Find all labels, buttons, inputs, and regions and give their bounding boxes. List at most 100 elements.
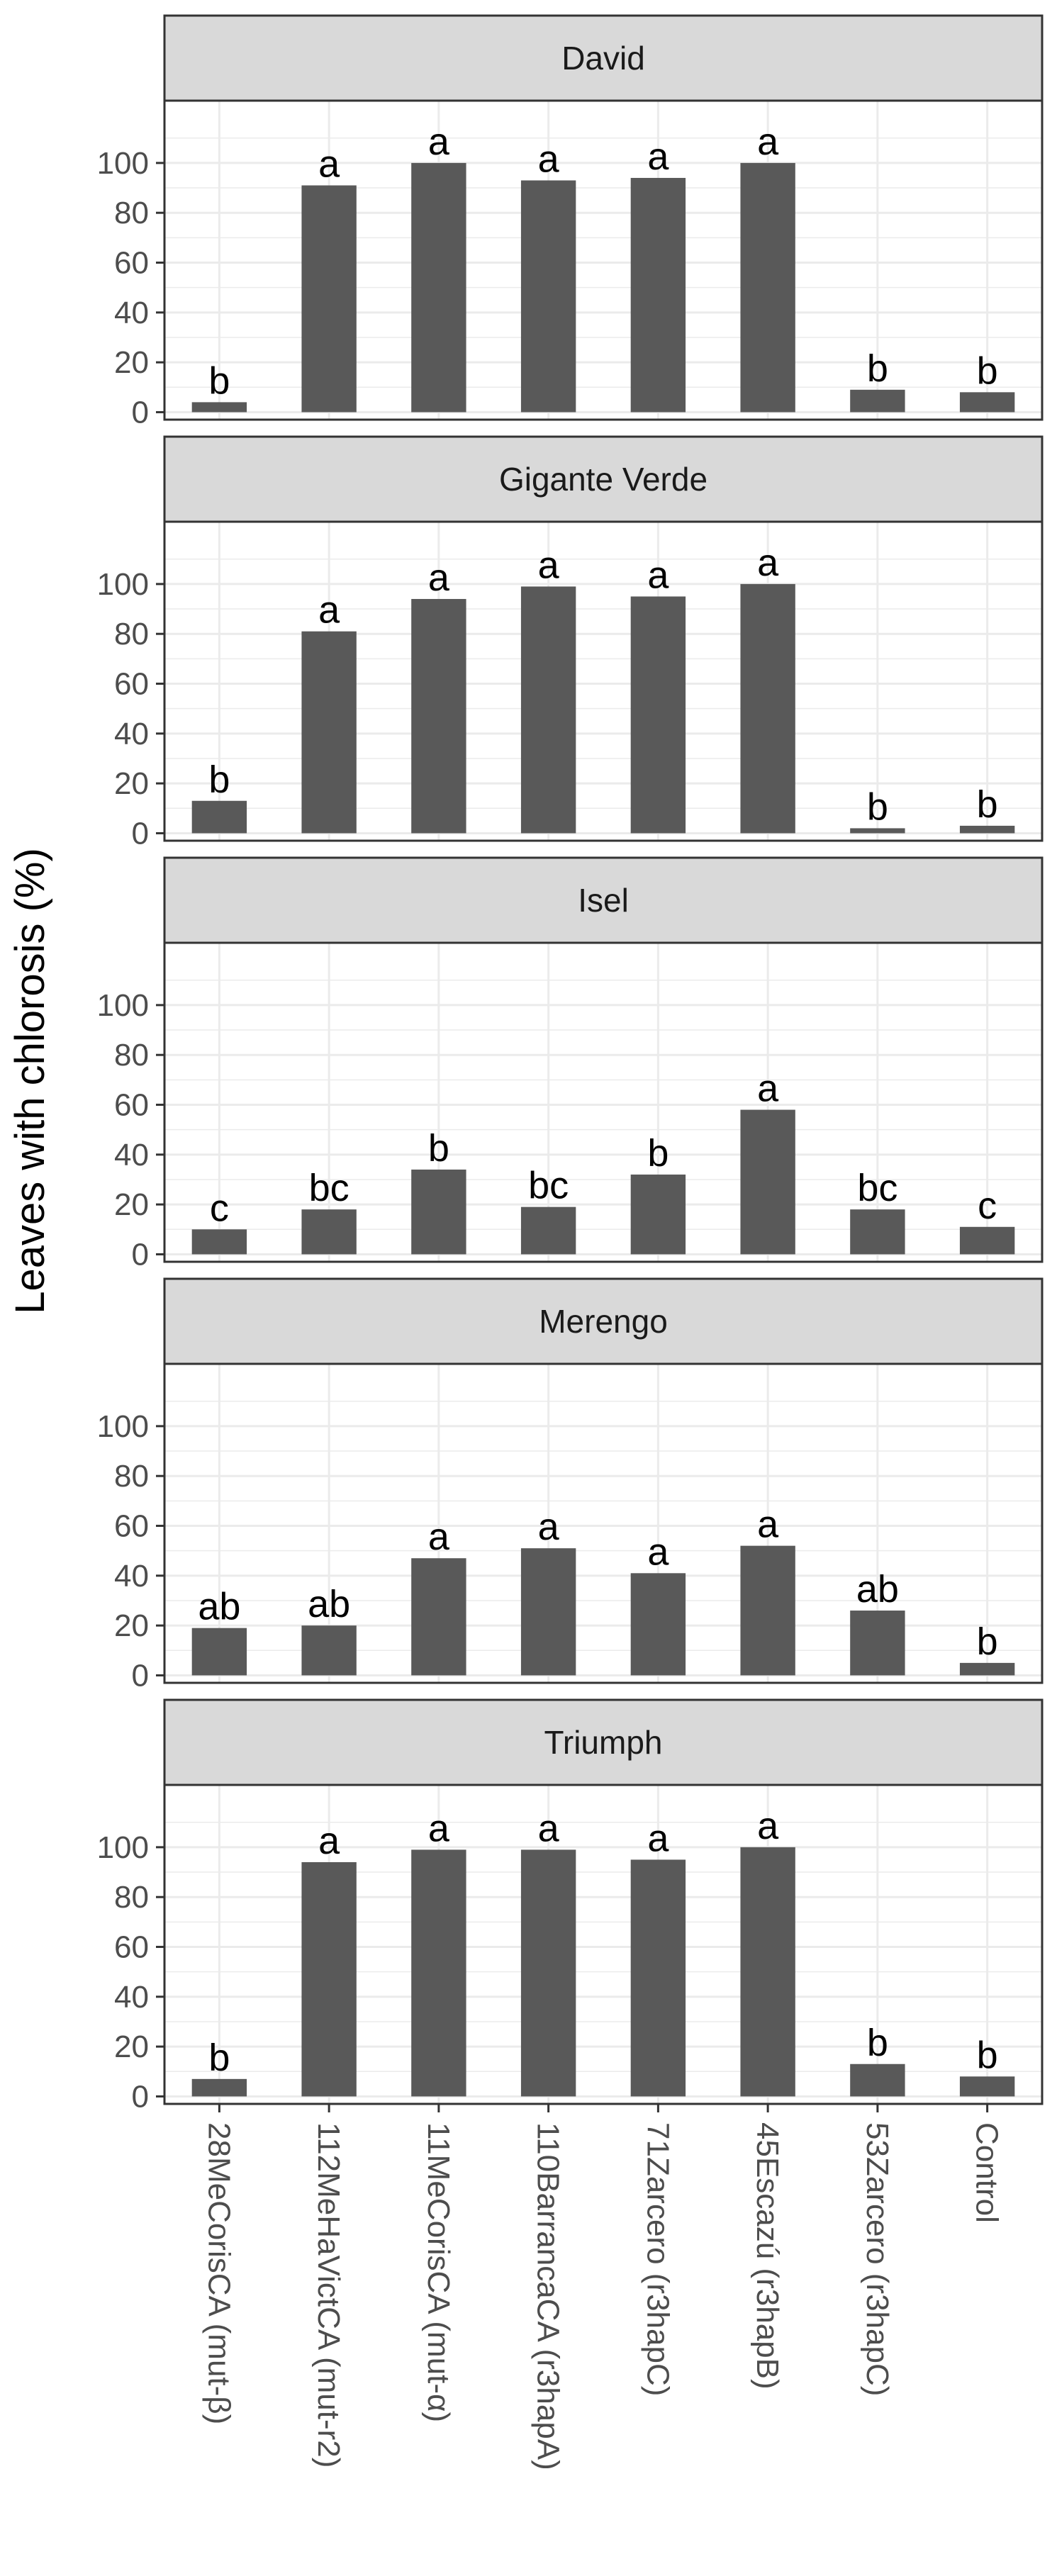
significance-letter: a [318,143,340,186]
panel-background [164,943,1042,1262]
significance-letter: b [208,2037,230,2079]
significance-letter: a [757,1503,779,1546]
bar [301,631,357,834]
facet-strip [163,856,1044,944]
panel-border [163,99,1044,421]
significance-letter: bc [309,1167,349,1209]
panel-2: Isel c bc b bc b a bc c 0 20 40 60 80 100 [97,856,1044,1272]
significance-letter: b [977,2034,998,2076]
x-tick-label: 112MeHaVictCA (mut-r2) [311,2122,346,2468]
y-tick-label: 20 [114,1608,149,1643]
bar [191,1628,247,1676]
panel-1: Gigante Verde b a a a a a b b 0 20 40 60 80 100 [97,435,1044,851]
significance-letter: a [538,544,560,586]
significance-letter: b [867,347,888,390]
facet-strip-label: Isel [578,882,629,919]
y-tick-label: 80 [114,1880,149,1915]
x-tick-label: 28MeCorisCA (mut-β) [201,2122,236,2424]
y-tick-label: 40 [114,1138,149,1172]
significance-letter: a [757,1805,779,1847]
y-tick-label: 20 [114,345,149,380]
x-tick-label: 11MeCorisCA (mut-α) [421,2122,456,2422]
significance-letter: a [428,1516,450,1558]
bar [411,1849,466,2097]
y-tick-label: 100 [97,988,149,1023]
significance-letter: a [647,1817,669,1859]
facet-strip-label: David [561,40,645,77]
significance-letter: a [538,1506,560,1548]
significance-letter: a [538,138,560,181]
significance-letter: b [867,785,888,828]
significance-letter: b [208,359,230,402]
y-tick-label: 0 [132,1658,149,1693]
bar [740,162,795,413]
significance-letter: a [757,542,779,584]
significance-letter: b [977,783,998,826]
bar [301,1625,357,1676]
y-tick-label: 80 [114,617,149,651]
panel-4: Triumph b a a a a a b b 0 20 40 60 80 100 [97,1698,1044,2114]
bar [191,1229,247,1255]
bar [520,1206,576,1255]
significance-letter: ab [198,1586,240,1628]
significance-letter: a [647,135,669,178]
bar [520,1849,576,2097]
significance-letter: a [757,1068,779,1110]
y-tick-label: 80 [114,1459,149,1494]
y-tick-label: 100 [97,1830,149,1865]
y-tick-label: 80 [114,1038,149,1073]
facet-strip-label: Merengo [539,1303,668,1340]
significance-letter: a [757,121,779,163]
panel-background [164,1785,1042,2104]
panel-border [163,1783,1044,2105]
panel-border [163,520,1044,842]
bar [301,1861,357,2097]
y-tick-label: 20 [114,766,149,801]
y-tick-label: 0 [132,395,149,430]
x-tick-label: 110BarrancaCA (r3hapA) [531,2122,566,2470]
facet-strip-label: Triumph [544,1724,663,1761]
bar [630,596,686,834]
bar [740,1847,795,2097]
y-tick-label: 40 [114,1980,149,2015]
bar [850,389,905,413]
x-tick-label: 45Escazú (r3hapB) [750,2122,785,2390]
panel-border [163,941,1044,1263]
y-tick-label: 0 [132,1237,149,1272]
bar [630,1174,686,1255]
significance-letter: a [428,121,450,163]
y-tick-label: 100 [97,567,149,602]
bar [959,825,1015,834]
bar [191,402,247,413]
facet-strip [163,1277,1044,1365]
y-tick-label: 60 [114,1930,149,1965]
significance-letter: ab [308,1583,350,1625]
facet-strip [163,14,1044,102]
bar [850,1611,905,1676]
significance-letter: b [977,349,998,392]
y-tick-label: 60 [114,1088,149,1123]
significance-letter: b [867,2022,888,2064]
bar [411,1169,466,1255]
panel-border [163,1362,1044,1684]
bar [191,800,247,834]
bar [301,185,357,413]
bar [520,1548,576,1676]
bar [959,392,1015,413]
significance-letter: b [647,1132,669,1175]
significance-letter: bc [857,1167,897,1209]
significance-letter: a [647,554,669,596]
bar [850,2063,905,2097]
bar [959,2076,1015,2097]
significance-letter: bc [528,1165,569,1207]
significance-letter: ab [856,1568,899,1611]
y-tick-label: 20 [114,1187,149,1222]
bar [520,180,576,413]
y-tick-label: 40 [114,717,149,751]
bar [850,1209,905,1255]
significance-letter: a [428,556,450,599]
bar [191,2078,247,2097]
y-tick-label: 60 [114,667,149,702]
significance-letter: a [318,1820,340,1862]
